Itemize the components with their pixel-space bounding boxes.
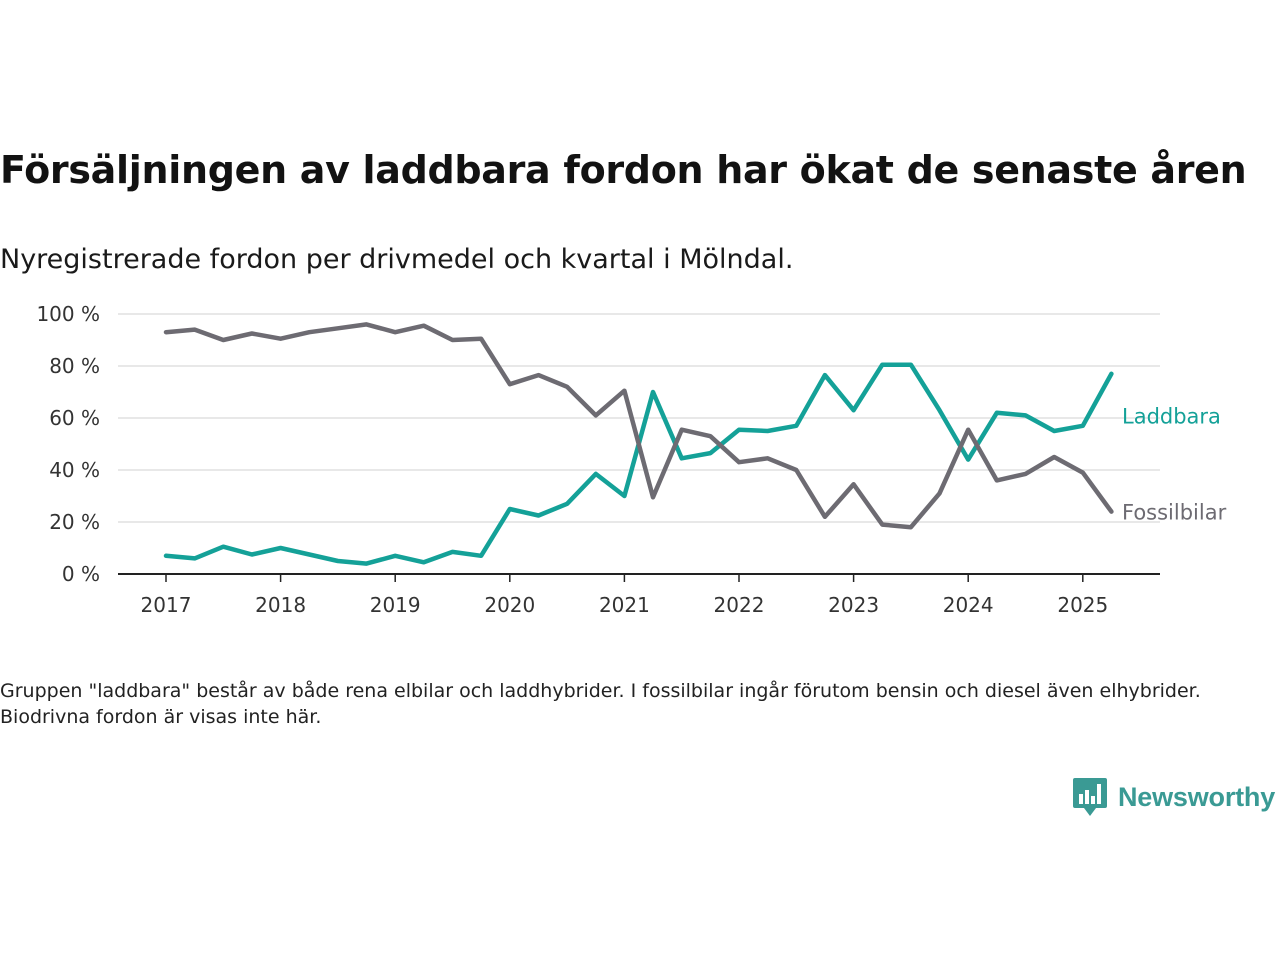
x-axis: 2017 2018 2019 2020 2021 2022 2023 2024 2025 [118, 573, 1160, 617]
x-tick-label: 2021 [599, 593, 650, 617]
series-labels: Laddbara Fossilbilar [1122, 404, 1227, 524]
y-axis-labels: 0 % 20 % 40 % 60 % 80 % 100 % [36, 302, 100, 586]
x-tick-label: 2020 [484, 593, 535, 617]
newsworthy-logo-icon [1073, 778, 1107, 816]
x-tick-label: 2019 [370, 593, 421, 617]
y-tick-label: 80 % [49, 354, 100, 378]
x-tick-label: 2023 [828, 593, 879, 617]
series-label-laddbara: Laddbara [1122, 404, 1221, 428]
x-tick-label: 2018 [255, 593, 306, 617]
line-chart: 0 % 20 % 40 % 60 % 80 % 100 % 2017 2018 2019 202… [36, 302, 1227, 617]
series-label-fossilbilar: Fossilbilar [1122, 501, 1227, 525]
y-tick-label: 20 % [49, 510, 100, 534]
y-tick-label: 100 % [36, 302, 100, 326]
x-tick-label: 2024 [943, 593, 994, 617]
x-tick-label: 2025 [1057, 593, 1108, 617]
grid-lines [118, 313, 1160, 523]
series-lines [163, 322, 1114, 566]
brand-logo[interactable]: Newsworthy [1072, 776, 1275, 818]
chart-subtitle: Nyregistrerade fordon per drivmedel och … [0, 244, 794, 275]
series-line-fossilbilar [163, 322, 1114, 530]
brand-name: Newsworthy [1118, 781, 1276, 812]
series-line-laddbara [163, 362, 1114, 566]
y-tick-label: 60 % [49, 406, 100, 430]
chart-title: Försäljningen av laddbara fordon har öka… [0, 148, 1247, 192]
footnote: Gruppen "laddbara" består av både rena e… [0, 680, 1201, 728]
y-tick-label: 40 % [49, 458, 100, 482]
x-tick-label: 2017 [141, 593, 192, 617]
y-tick-label: 0 % [62, 562, 100, 586]
x-tick-label: 2022 [714, 593, 765, 617]
